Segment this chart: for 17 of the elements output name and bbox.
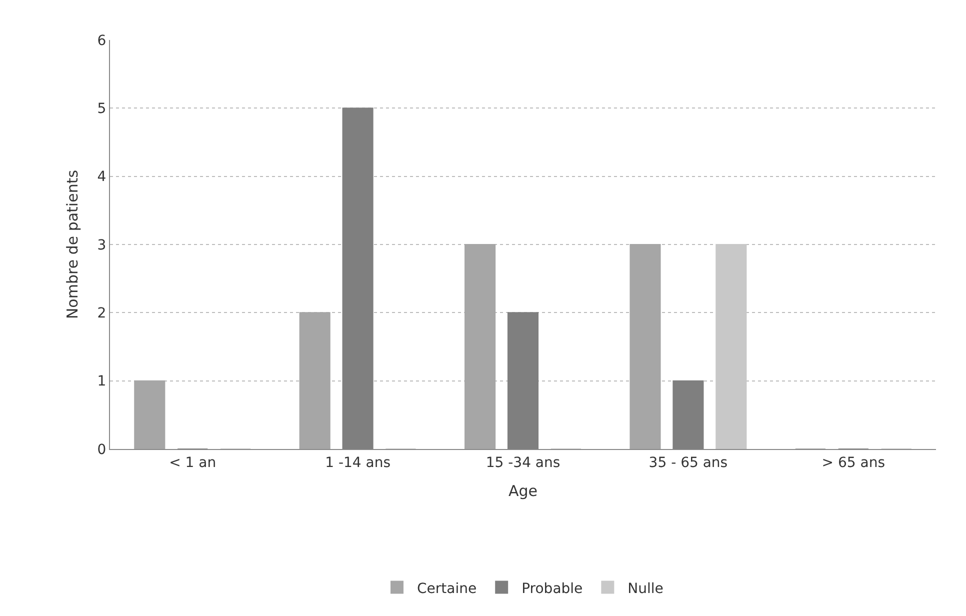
y-tick-label: 0	[97, 442, 106, 458]
y-tick-label: 3	[97, 237, 106, 254]
y-axis-title: Nombre de patients	[64, 170, 82, 320]
x-tick-label: 15 -34 ans	[486, 454, 560, 471]
y-tick-label: 4	[97, 169, 106, 186]
x-tick-label: 35 - 65 ans	[648, 454, 728, 471]
legend-label: Nulle	[628, 580, 664, 597]
x-axis-title: Age	[508, 482, 538, 500]
x-tick-label: < 1 an	[169, 454, 216, 471]
x-tick-label: 1 -14 ans	[325, 454, 391, 471]
y-tick-label: 1	[97, 374, 106, 390]
y-tick-label: 5	[97, 101, 106, 118]
legend-label: Certaine	[417, 580, 477, 597]
x-tick-label: > 65 ans	[822, 454, 885, 471]
legend-label: Probable	[522, 580, 583, 597]
y-tick-label: 2	[97, 306, 106, 322]
y-tick-label: 6	[97, 32, 106, 49]
